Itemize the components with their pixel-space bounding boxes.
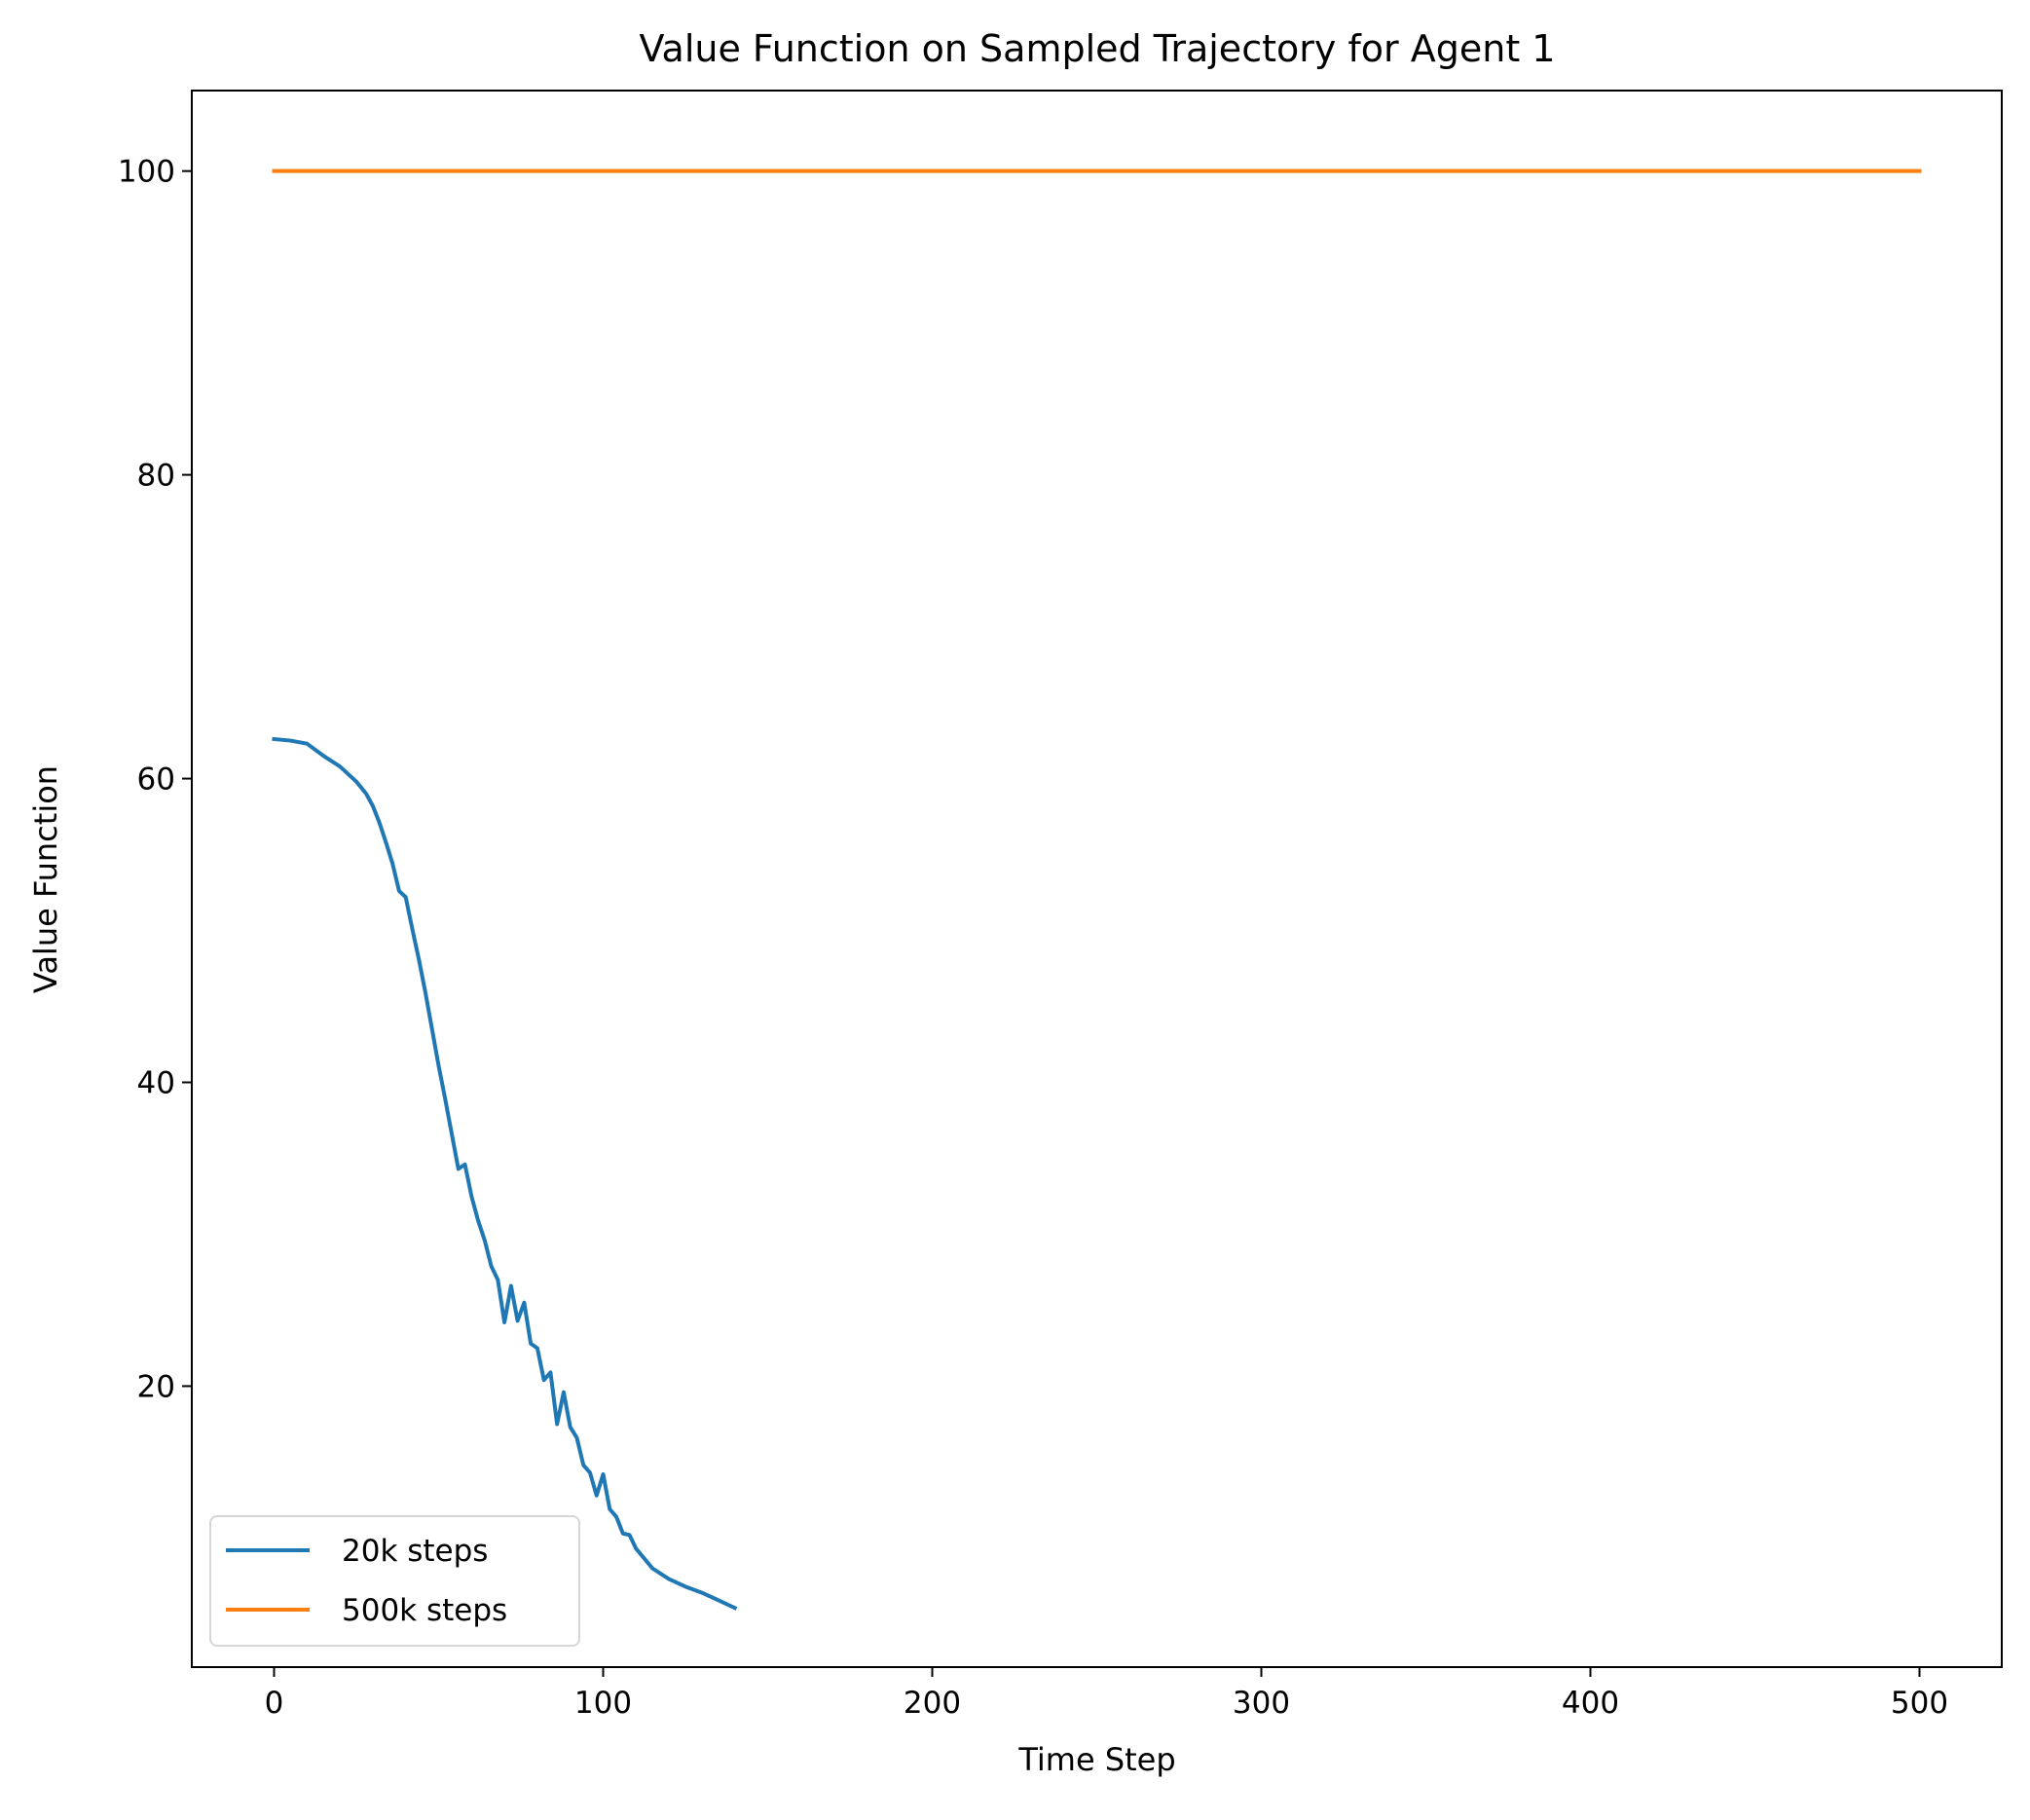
y-tick-label: 40 xyxy=(137,1066,175,1101)
legend: 20k steps 500k steps xyxy=(209,1515,580,1647)
y-tick-label: 100 xyxy=(118,155,175,190)
plot-series xyxy=(272,168,1922,1611)
y-axis-label: Value Function xyxy=(27,765,64,993)
y-axis: 20 40 60 80 100 xyxy=(118,155,192,1404)
x-axis-label: Time Step xyxy=(1017,1741,1175,1778)
x-axis: 0 100 200 300 400 500 xyxy=(265,1667,1948,1721)
chart-title: Value Function on Sampled Trajectory for… xyxy=(639,27,1555,70)
y-tick-label: 20 xyxy=(137,1369,175,1404)
legend-label-500k: 500k steps xyxy=(342,1593,507,1628)
series-line-0 xyxy=(272,736,738,1611)
x-tick-label: 0 xyxy=(265,1686,284,1721)
x-tick-label: 500 xyxy=(1891,1686,1948,1721)
legend-label-20k: 20k steps xyxy=(342,1534,488,1569)
x-tick-label: 200 xyxy=(904,1686,961,1721)
y-tick-label: 60 xyxy=(137,762,175,798)
y-tick-label: 80 xyxy=(137,459,175,494)
plot-frame xyxy=(191,90,2003,1668)
x-tick-label: 100 xyxy=(574,1686,632,1721)
x-tick-label: 400 xyxy=(1562,1686,1619,1721)
x-tick-label: 300 xyxy=(1233,1686,1290,1721)
